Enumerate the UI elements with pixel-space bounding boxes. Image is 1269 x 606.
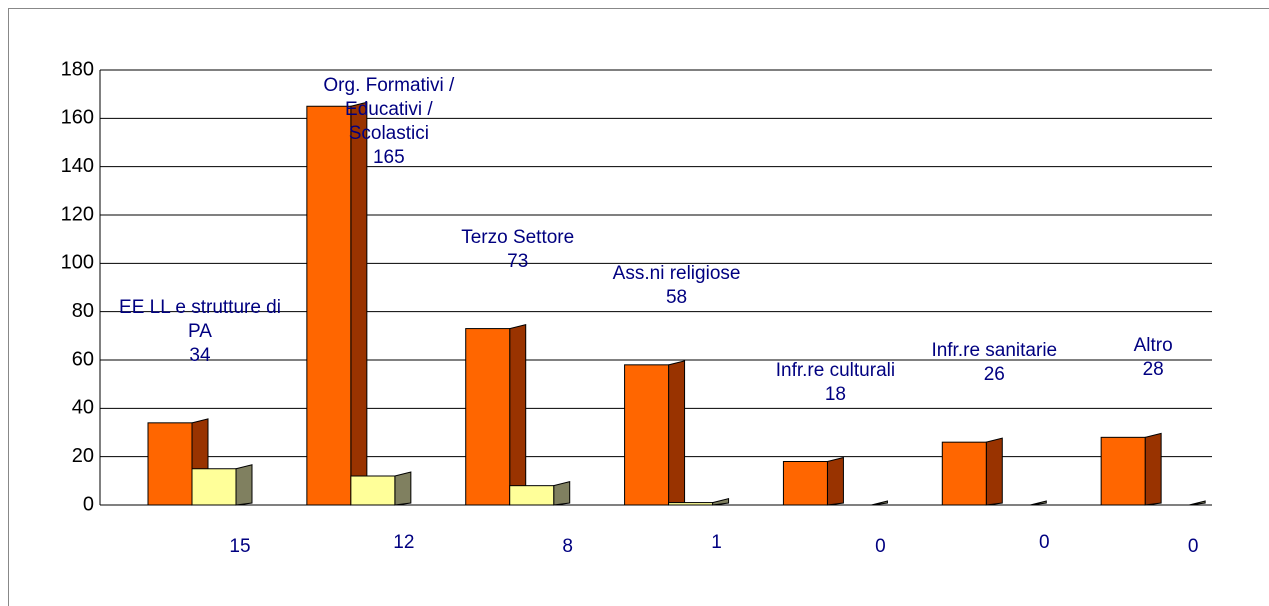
y-tick-label: 60 xyxy=(72,348,94,370)
bar xyxy=(941,437,1003,506)
value-label: 165 xyxy=(372,147,405,168)
value-label: 26 xyxy=(983,364,1005,386)
data-label: Infr.re culturali 18 xyxy=(750,359,920,407)
bar xyxy=(191,464,253,506)
bar xyxy=(1030,500,1047,506)
bar-face xyxy=(1100,436,1146,506)
value-label: 34 xyxy=(189,344,211,366)
y-tick-label: 120 xyxy=(61,203,94,225)
bar-face xyxy=(306,105,352,506)
bar-face xyxy=(394,471,412,506)
value-label: 8 xyxy=(562,536,573,557)
bar-face xyxy=(465,328,511,506)
category-label: Infr.re sanitarie xyxy=(931,340,1058,362)
y-tick-label: 180 xyxy=(61,58,94,80)
data-label: Terzo Settore 73 xyxy=(433,226,603,274)
bar-face xyxy=(826,456,844,506)
bar xyxy=(465,323,527,506)
bar-face xyxy=(350,475,396,506)
y-tick-label: 40 xyxy=(72,397,94,419)
bar xyxy=(624,360,686,506)
bar xyxy=(782,456,844,506)
bar-face xyxy=(668,360,686,506)
data-label: Infr.re sanitarie 26 xyxy=(909,339,1079,387)
category-label: Ass.ni religiose xyxy=(612,262,741,284)
bar-face xyxy=(509,323,527,506)
value-label: 18 xyxy=(824,383,846,405)
bar xyxy=(871,500,888,506)
y-tick-label: 160 xyxy=(61,107,94,129)
value-label: 0 xyxy=(875,536,886,557)
bar-face xyxy=(509,485,555,506)
bar-face xyxy=(1189,500,1206,506)
data-label: Altro 28 xyxy=(1068,334,1238,382)
value-label: 15 xyxy=(229,536,251,557)
bar-face xyxy=(985,437,1003,506)
y-tick-label: 140 xyxy=(61,155,94,177)
bar-face xyxy=(553,481,571,506)
value-label: 12 xyxy=(393,532,415,553)
bar-face xyxy=(147,422,193,506)
bar-face xyxy=(624,364,670,506)
bar-face xyxy=(782,461,828,506)
data-label: Org. Formativi / Educativi / Scolastici 1… xyxy=(304,74,474,170)
bar xyxy=(1189,500,1206,506)
bar-face xyxy=(1144,432,1162,506)
bar-face xyxy=(871,500,888,506)
bar-face xyxy=(191,468,237,506)
value-label: 73 xyxy=(507,250,529,272)
category-label: Org. Formativi / Educativi / Scolastici xyxy=(323,75,455,144)
y-tick-label: 20 xyxy=(72,445,94,467)
bar-face xyxy=(712,497,730,506)
data-label: Ass.ni religiose 58 xyxy=(592,262,762,310)
chart-frame xyxy=(8,8,1269,606)
bar-face xyxy=(1030,500,1047,506)
category-label: Altro xyxy=(1133,335,1173,357)
value-label: 0 xyxy=(1187,536,1199,557)
bar xyxy=(350,471,412,506)
value-label: 58 xyxy=(665,286,688,308)
bar xyxy=(668,497,730,506)
bar-face xyxy=(668,502,714,506)
bar-face xyxy=(941,441,987,506)
value-label: 0 xyxy=(1038,532,1050,553)
category-label: Infr.re culturali xyxy=(775,359,896,381)
y-tick-label: 80 xyxy=(72,300,94,322)
bar xyxy=(1100,432,1162,506)
category-label: EE LL e strutture di PA xyxy=(119,296,281,342)
bar-face xyxy=(235,464,253,506)
bar xyxy=(306,101,368,506)
value-label: 1 xyxy=(711,532,722,553)
category-label: Terzo Settore xyxy=(461,226,575,248)
bar xyxy=(509,481,571,506)
data-label: EE LL e strutture di PA 34 xyxy=(115,296,285,368)
y-tick-label: 0 xyxy=(83,493,94,515)
y-tick-label: 100 xyxy=(61,252,94,274)
value-label: 28 xyxy=(1142,359,1164,381)
